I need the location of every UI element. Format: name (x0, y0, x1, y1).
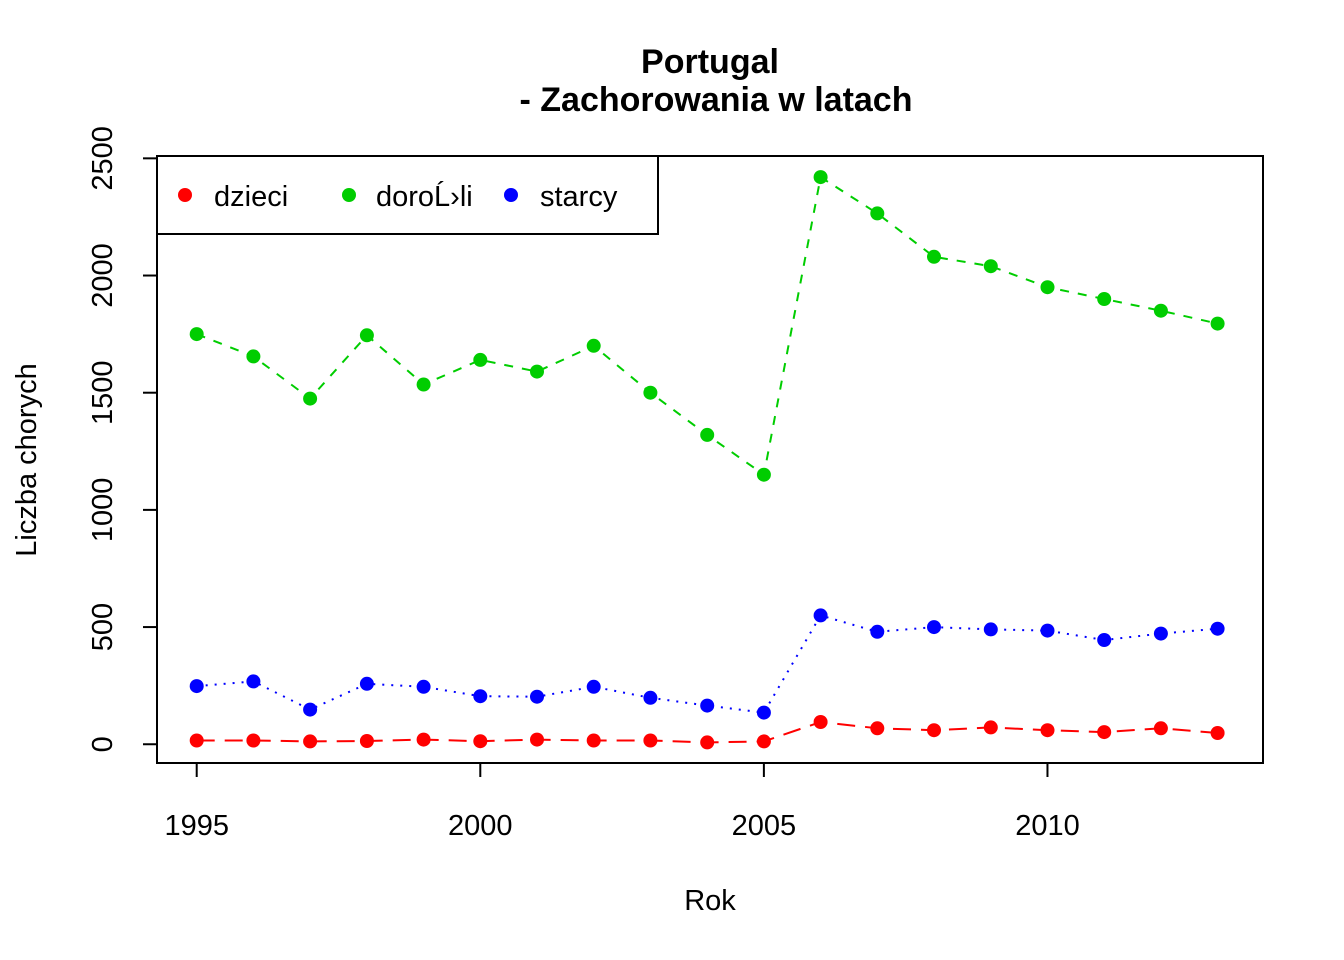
y-axis-label: Liczba chorych (11, 363, 43, 556)
chart-title: Portugal (641, 43, 779, 81)
legend-item: dzieci (178, 181, 288, 213)
x-tick-label: 1995 (164, 810, 229, 842)
legend-marker (342, 188, 356, 202)
x-tick-label: 2000 (448, 810, 513, 842)
data-point (586, 733, 601, 748)
data-point (586, 679, 601, 694)
y-tick-label: 2000 (87, 243, 119, 308)
data-point (416, 377, 431, 392)
series-line (196, 614, 1218, 714)
data-point (756, 705, 771, 720)
data-point (1210, 316, 1225, 331)
data-point (813, 715, 828, 729)
data-point (246, 733, 261, 748)
data-point (359, 734, 374, 748)
data-point (1040, 623, 1055, 638)
data-point (983, 622, 998, 637)
data-point (1210, 621, 1225, 636)
data-point (189, 733, 204, 748)
data-point (189, 327, 204, 342)
legend-box (156, 155, 659, 235)
data-point (1097, 725, 1112, 740)
data-point (359, 676, 374, 691)
data-point (303, 702, 318, 717)
data-point (870, 721, 885, 736)
data-point (473, 352, 488, 367)
data-point (813, 170, 828, 185)
data-point (700, 735, 715, 750)
y-tick-label: 2500 (87, 126, 119, 191)
series-layer (189, 170, 1225, 750)
data-point (756, 734, 771, 749)
data-point (643, 690, 658, 705)
legend: dzieci doroĹ›li starcy (156, 155, 659, 235)
data-point (1097, 633, 1112, 647)
data-point (416, 679, 431, 694)
legend-marker (504, 188, 518, 202)
data-point (1153, 303, 1168, 318)
y-tick-label: 1000 (87, 478, 119, 543)
data-point (983, 259, 998, 274)
data-point (870, 206, 885, 221)
data-point (1153, 721, 1168, 736)
data-point (700, 698, 715, 713)
data-point (530, 732, 544, 747)
data-point (246, 674, 261, 689)
series-doroĹ›li (189, 170, 1225, 482)
data-point (700, 427, 715, 442)
data-point (303, 391, 318, 406)
series-dzieci (189, 715, 1225, 750)
data-point (983, 720, 998, 735)
legend-item: doroĹ›li (342, 180, 473, 213)
data-point (530, 689, 544, 704)
legend-item: starcy (504, 181, 618, 213)
legend-label: dzieci (214, 181, 288, 213)
data-point (416, 732, 431, 747)
data-point (1153, 626, 1168, 641)
data-point (530, 364, 544, 379)
data-point (1040, 723, 1055, 738)
y-tick-label: 500 (87, 603, 119, 651)
axes-layer: 1995 2000 2005 2010 0 500 1000 1500 2000 2500 (87, 126, 1080, 842)
data-point (1210, 726, 1225, 740)
data-point (359, 328, 374, 343)
y-tick-label: 1500 (87, 360, 119, 425)
y-tick-label: 0 (87, 736, 119, 752)
legend-marker (178, 188, 192, 202)
data-point (1040, 280, 1055, 295)
legend-items: dzieci doroĹ›li starcy (178, 180, 618, 213)
data-point (473, 689, 488, 704)
x-tick-label: 2005 (732, 810, 797, 842)
data-point (1097, 292, 1112, 306)
data-point (756, 467, 771, 482)
data-point (643, 385, 658, 400)
data-point (643, 733, 658, 748)
legend-label: doroĹ›li (376, 180, 473, 213)
series-starcy (189, 608, 1225, 720)
data-point (246, 349, 261, 364)
legend-label: starcy (540, 181, 618, 213)
data-point (927, 249, 941, 264)
x-axis-label: Rok (684, 885, 736, 917)
data-point (586, 338, 601, 353)
plot-frame (156, 155, 1264, 764)
data-point (870, 624, 885, 639)
data-point (303, 734, 318, 749)
data-point (189, 679, 204, 694)
chart-subtitle: - Zachorowania w latach (520, 81, 913, 119)
data-point (473, 734, 488, 749)
x-tick-label: 2010 (1015, 810, 1080, 842)
data-point (813, 608, 828, 623)
data-point (927, 620, 941, 635)
data-point (927, 723, 941, 738)
